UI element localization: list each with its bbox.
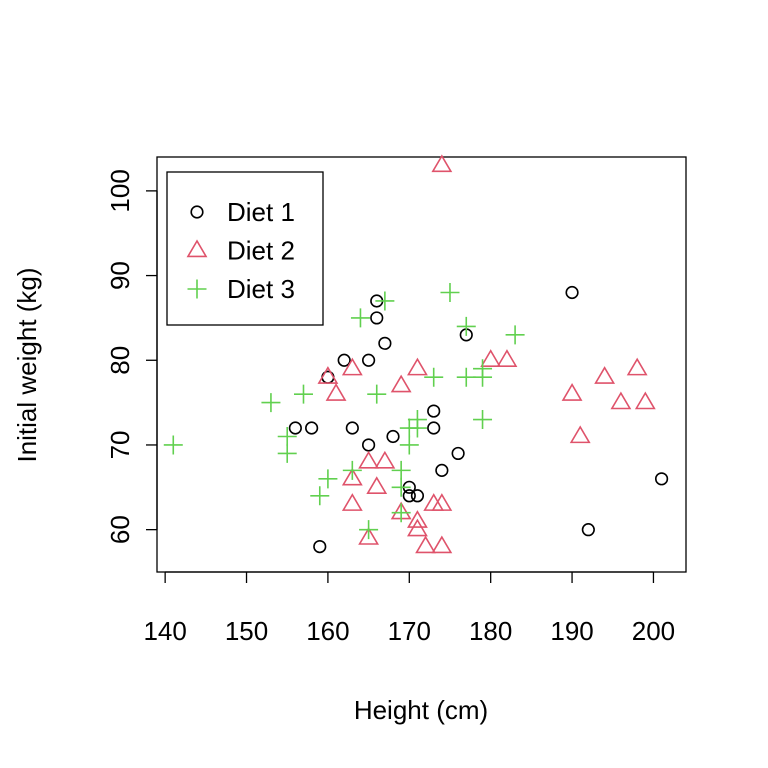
- data-point: [288, 421, 302, 435]
- data-point: [358, 450, 380, 469]
- y-tick-label: 90: [105, 261, 135, 290]
- data-point: [277, 426, 297, 446]
- data-point: [390, 374, 412, 393]
- data-point: [337, 353, 351, 367]
- data-point: [378, 336, 392, 350]
- data-point: [350, 308, 370, 328]
- data-point: [427, 404, 441, 418]
- x-tick-label: 180: [469, 616, 512, 646]
- x-tick-label: 150: [225, 616, 268, 646]
- data-point: [362, 438, 376, 452]
- data-point: [277, 443, 297, 463]
- data-point: [634, 391, 656, 410]
- y-axis-title: Initial weight (kg): [12, 267, 42, 462]
- data-point: [342, 460, 362, 480]
- legend-label: Diet 2: [227, 236, 295, 266]
- data-point: [341, 493, 363, 511]
- y-tick-label: 80: [105, 346, 135, 375]
- data-point: [366, 476, 388, 494]
- data-point: [391, 503, 411, 523]
- data-point: [261, 393, 281, 413]
- data-point: [456, 316, 476, 336]
- data-point: [391, 477, 411, 497]
- series-3: [163, 283, 525, 540]
- data-point: [594, 366, 616, 384]
- x-tick-label: 140: [143, 616, 186, 646]
- data-point: [565, 285, 579, 300]
- data-point: [402, 489, 416, 503]
- data-point: [407, 510, 428, 528]
- data-point: [473, 367, 493, 387]
- data-point: [318, 469, 338, 489]
- data-point: [435, 463, 449, 477]
- data-point: [359, 520, 379, 540]
- data-point: [313, 539, 327, 554]
- data-point: [305, 421, 319, 435]
- data-point: [569, 425, 591, 444]
- data-point: [505, 325, 525, 345]
- data-points: [163, 154, 669, 554]
- y-tick-label: 70: [105, 430, 135, 459]
- data-point: [456, 367, 476, 387]
- y-axis: 60 70 80 90 100: [105, 169, 158, 544]
- data-point: [407, 357, 428, 376]
- data-point: [345, 421, 359, 435]
- data-point: [341, 357, 363, 376]
- data-point: [407, 518, 428, 537]
- data-point: [325, 383, 347, 401]
- x-axis: 140 150 160 170 180 190 200: [143, 571, 675, 646]
- data-point: [581, 523, 595, 537]
- data-point: [375, 291, 395, 311]
- legend-label: Diet 1: [227, 197, 295, 227]
- legend-marker: [186, 239, 208, 258]
- y-tick-label: 60: [105, 515, 135, 544]
- data-point: [341, 467, 363, 486]
- legend-label: Diet 3: [227, 274, 295, 304]
- data-point: [293, 384, 313, 404]
- data-point: [310, 486, 330, 506]
- x-tick-label: 160: [306, 616, 349, 646]
- data-point: [362, 353, 376, 367]
- data-point: [410, 489, 425, 503]
- x-axis-title: Height (cm): [354, 695, 488, 725]
- data-point: [163, 435, 183, 455]
- data-point: [561, 383, 583, 401]
- legend-marker: [190, 205, 204, 219]
- data-point: [424, 367, 444, 387]
- x-tick-label: 190: [550, 616, 593, 646]
- x-tick-label: 170: [388, 616, 431, 646]
- data-point: [654, 472, 669, 486]
- x-tick-label: 200: [632, 616, 675, 646]
- y-tick-label: 100: [105, 169, 135, 212]
- data-point: [431, 154, 453, 173]
- data-point: [374, 450, 396, 469]
- data-point: [431, 493, 453, 511]
- legend-marker: [187, 279, 207, 299]
- data-point: [473, 410, 493, 430]
- data-point: [431, 535, 453, 554]
- data-point: [370, 311, 384, 325]
- data-point: [367, 384, 387, 404]
- data-point: [610, 391, 632, 410]
- data-point: [358, 527, 380, 545]
- data-point: [317, 366, 339, 384]
- data-point: [391, 460, 411, 480]
- data-point: [451, 446, 465, 461]
- series-2: [317, 154, 656, 554]
- data-point: [407, 418, 427, 438]
- data-point: [415, 535, 436, 554]
- data-point: [480, 349, 502, 367]
- data-point: [386, 429, 400, 444]
- data-point: [427, 421, 441, 435]
- data-point: [440, 283, 460, 303]
- data-point: [496, 349, 518, 367]
- data-point: [399, 435, 419, 455]
- data-point: [626, 357, 648, 376]
- legend: Diet 1 Diet 2 Diet 3: [166, 171, 324, 326]
